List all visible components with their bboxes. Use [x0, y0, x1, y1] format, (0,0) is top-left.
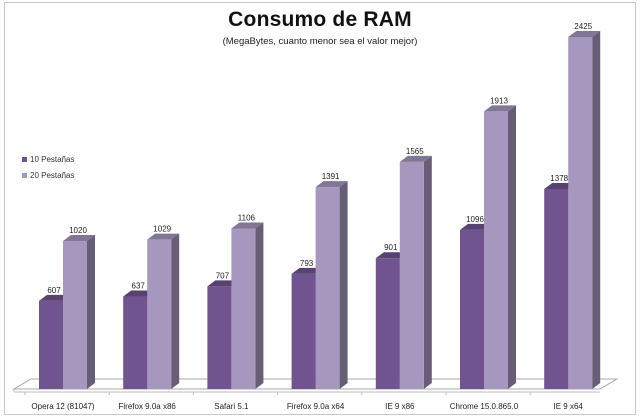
- value-label: 1391: [322, 172, 340, 181]
- bar-20-pestanas: 1106: [231, 213, 264, 389]
- bar-20-pestanas: 1391: [315, 172, 348, 389]
- category-label: Chrome 15.0.865.0: [450, 402, 519, 411]
- bar-group: 793 1391 Firefox 9.0a x64: [277, 172, 348, 411]
- category-label: Firefox 9.0a x86: [119, 402, 177, 411]
- category-label: Opera 12 (81047): [31, 402, 94, 411]
- category-label: Safari 5.1: [214, 402, 249, 411]
- value-label: 1020: [69, 226, 87, 235]
- legend: 10 Pestañas 20 Pestañas: [22, 151, 74, 183]
- legend-label: 10 Pestañas: [30, 154, 75, 164]
- bar-20-pestanas: 1020: [63, 226, 95, 389]
- legend-item-20-pestanas: 20 Pestañas: [22, 167, 74, 183]
- bar-20-pestanas: 2425: [568, 22, 601, 389]
- chart-subtitle: (MegaBytes, cuanto menor sea el valor me…: [222, 36, 418, 47]
- category-label: Firefox 9.0a x64: [287, 402, 345, 411]
- value-label: 1378: [550, 174, 568, 183]
- legend-label: 20 Pestañas: [30, 170, 75, 180]
- value-label: 1565: [406, 147, 424, 156]
- value-label: 1096: [466, 215, 484, 224]
- value-label: 1029: [153, 225, 171, 234]
- legend-swatch: [22, 172, 27, 178]
- value-label: 1106: [238, 213, 256, 222]
- bar-group: 637 1029 Firefox 9.0a x86: [108, 225, 180, 411]
- legend-swatch: [22, 156, 27, 162]
- legend-item-10-pestanas: 10 Pestañas: [22, 151, 74, 167]
- value-label: 2425: [574, 22, 592, 31]
- bar-group: 1378 2425 IE 9 x64: [529, 22, 601, 411]
- chart-title: Consumo de RAM: [228, 8, 412, 31]
- bar-group: 901 1565 IE 9 x86: [361, 147, 432, 411]
- value-label: 793: [300, 259, 314, 268]
- value-label: 901: [384, 243, 398, 252]
- bar-group: 1096 1913 Chrome 15.0.865.0: [445, 96, 519, 411]
- bar-20-pestanas: 1029: [147, 225, 180, 389]
- bar-group: 607 1020 Opera 12 (81047): [24, 226, 95, 411]
- category-label: IE 9 x86: [385, 402, 415, 411]
- value-label: 1913: [490, 96, 508, 105]
- category-label: IE 9 x64: [554, 402, 584, 411]
- bar-20-pestanas: 1565: [399, 147, 432, 389]
- bar-group: 707 1106 Safari 5.1: [192, 213, 264, 411]
- value-label: 637: [132, 282, 146, 291]
- bar-20-pestanas: 1913: [484, 96, 516, 389]
- value-label: 707: [216, 271, 230, 280]
- value-label: 607: [47, 286, 61, 295]
